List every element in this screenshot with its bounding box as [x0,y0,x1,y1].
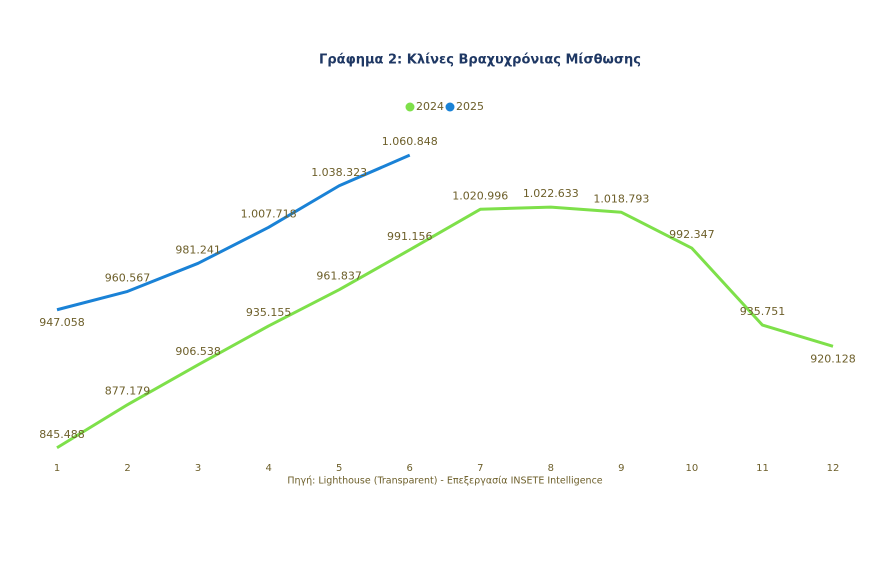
data-label: 1.060.848 [382,135,438,148]
x-tick-label: 11 [756,463,769,474]
data-label: 845.488 [39,428,85,441]
data-label: 960.567 [105,271,151,284]
x-tick-label: 7 [477,463,483,474]
legend-label: 2025 [456,100,484,113]
series-line [56,153,411,312]
data-label: 1.022.633 [523,187,579,200]
chart-title: Γράφημα 2: Κλίνες Βραχυχρόνιας Μίσθωσης [319,53,641,68]
data-label: 920.128 [810,352,856,365]
data-label: 1.018.793 [593,192,649,205]
x-tick-label: 3 [195,463,201,474]
data-label: 1.020.996 [452,189,508,202]
x-tick-label: 2 [124,463,130,474]
data-label: 947.058 [39,316,85,329]
data-label: 961.837 [316,270,362,283]
legend-marker [445,102,455,112]
legend-marker [405,102,415,112]
series-line [56,205,834,450]
data-label: 1.038.323 [311,166,367,179]
x-tick-label: 10 [686,463,699,474]
x-tick-label: 8 [548,463,554,474]
x-tick-label: 5 [336,463,342,474]
data-label: 935.751 [740,305,786,318]
data-label: 991.156 [387,230,433,243]
source-note: Πηγή: Lighthouse (Transparent) - Επεξεργ… [287,476,602,487]
x-tick-label: 12 [827,463,840,474]
legend-label: 2024 [416,100,444,113]
data-label: 981.241 [175,243,221,256]
x-tick-label: 4 [265,463,271,474]
x-tick-label: 6 [407,463,413,474]
data-label: 1.007.718 [241,207,297,220]
data-label: 935.155 [246,306,292,319]
data-label: 906.538 [175,345,221,358]
x-tick-label: 1 [54,463,60,474]
data-label: 992.347 [669,228,715,241]
data-label: 877.179 [105,385,151,398]
x-tick-label: 9 [618,463,624,474]
